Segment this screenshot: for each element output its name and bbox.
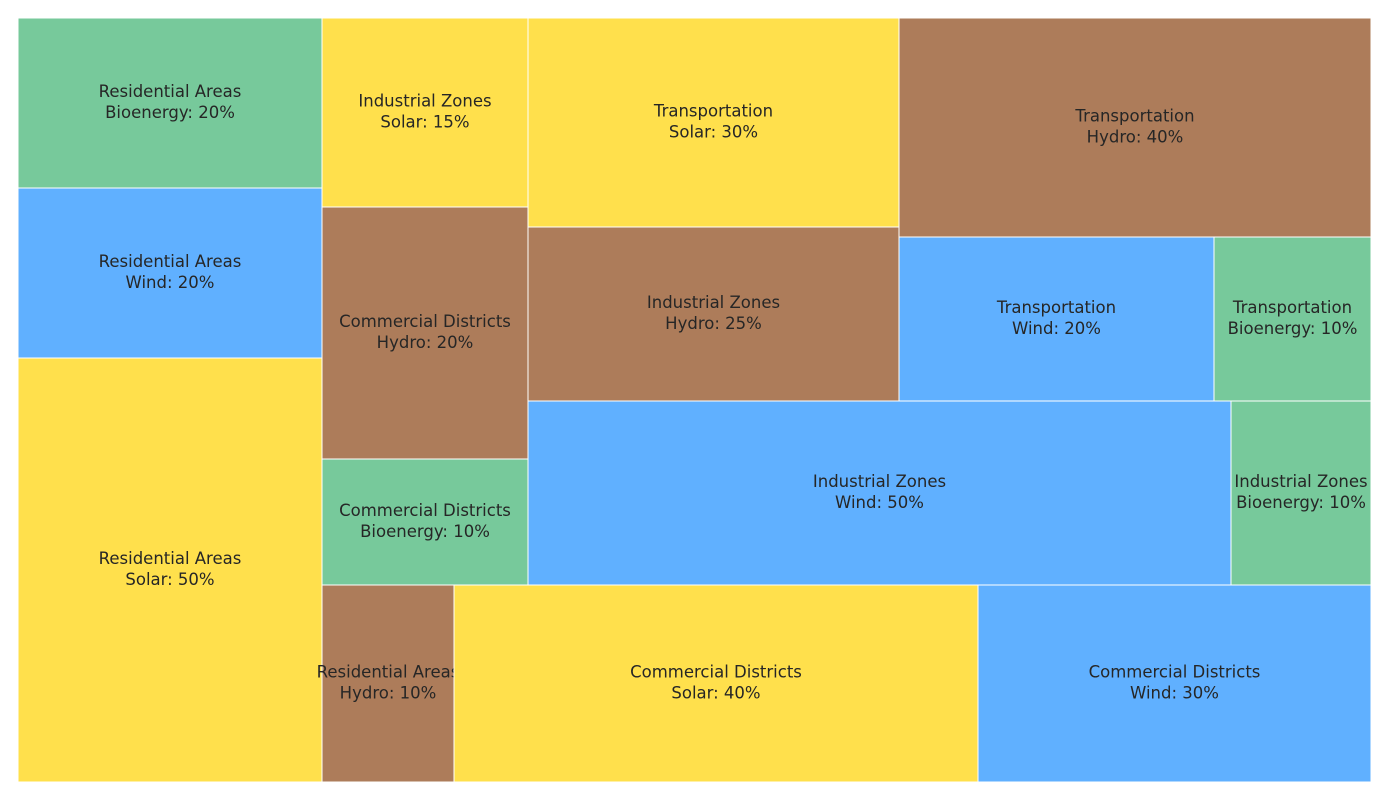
- treemap-label-value: Bioenergy: 10%: [360, 522, 490, 541]
- treemap-label-industrial-zones-hydro: Industrial Zones Hydro: 25%: [647, 293, 780, 333]
- treemap-cell-commercial-districts-wind: Commercial Districts Wind: 30%: [977, 584, 1372, 783]
- treemap-label-industrial-zones-bioenergy: Industrial Zones Bioenergy: 10%: [1234, 472, 1367, 512]
- treemap-label-sector: Commercial Districts: [1089, 663, 1261, 682]
- treemap-label-value: Hydro: 25%: [665, 314, 762, 333]
- treemap-label-sector: Transportation: [653, 102, 773, 121]
- treemap-label-sector: Transportation: [996, 298, 1116, 317]
- treemap-label-value: Bioenergy: 10%: [1236, 493, 1366, 512]
- treemap-label-sector: Transportation: [1232, 298, 1352, 317]
- treemap-label-value: Hydro: 20%: [377, 333, 474, 352]
- treemap-label-transportation-solar: Transportation Solar: 30%: [653, 102, 773, 142]
- treemap-rect-residential-areas-hydro: [321, 584, 455, 783]
- treemap-label-industrial-zones-wind: Industrial Zones Wind: 50%: [813, 472, 946, 512]
- treemap-rect-transportation-bioenergy: [1213, 236, 1372, 402]
- treemap-label-commercial-districts-wind: Commercial Districts Wind: 30%: [1089, 663, 1261, 703]
- treemap-label-sector: Transportation: [1074, 107, 1194, 126]
- treemap-cell-transportation-hydro: Transportation Hydro: 40%: [898, 17, 1372, 238]
- treemap-cell-transportation-solar: Transportation Solar: 30%: [527, 17, 900, 228]
- treemap-rect-industrial-zones-bioenergy: [1230, 400, 1372, 586]
- treemap-label-sector: Commercial Districts: [339, 312, 511, 331]
- treemap-label-residential-areas-wind: Residential Areas Wind: 20%: [99, 252, 242, 292]
- treemap-cell-industrial-zones-hydro: Industrial Zones Hydro: 25%: [527, 226, 900, 402]
- treemap-rect-commercial-districts-wind: [977, 584, 1372, 783]
- treemap-cell-transportation-wind: Transportation Wind: 20%: [898, 236, 1215, 402]
- treemap-label-sector: Industrial Zones: [647, 293, 780, 312]
- treemap-label-commercial-districts-bioenergy: Commercial Districts Bioenergy: 10%: [339, 501, 511, 541]
- treemap-label-sector: Residential Areas: [99, 549, 242, 568]
- treemap-label-commercial-districts-hydro: Commercial Districts Hydro: 20%: [339, 312, 511, 352]
- treemap-label-value: Solar: 15%: [380, 113, 469, 132]
- treemap-cell-industrial-zones-solar: Industrial Zones Solar: 15%: [321, 17, 529, 208]
- treemap-rect-residential-areas-bioenergy: [17, 17, 323, 189]
- treemap-label-value: Solar: 30%: [669, 123, 758, 142]
- treemap-label-value: Solar: 40%: [671, 684, 760, 703]
- treemap-label-sector: Residential Areas: [99, 252, 242, 271]
- treemap-rect-commercial-districts-bioenergy: [321, 458, 529, 586]
- treemap-label-transportation-wind: Transportation Wind: 20%: [996, 298, 1116, 338]
- treemap-label-sector: Commercial Districts: [630, 663, 802, 682]
- treemap-label-value: Solar: 50%: [125, 570, 214, 589]
- treemap-rect-transportation-wind: [898, 236, 1215, 402]
- treemap-label-industrial-zones-solar: Industrial Zones Solar: 15%: [358, 92, 491, 132]
- treemap-cell-transportation-bioenergy: Transportation Bioenergy: 10%: [1213, 236, 1372, 402]
- treemap-cell-industrial-zones-bioenergy: Industrial Zones Bioenergy: 10%: [1230, 400, 1372, 586]
- treemap-label-commercial-districts-solar: Commercial Districts Solar: 40%: [630, 663, 802, 703]
- treemap-label-transportation-bioenergy: Transportation Bioenergy: 10%: [1228, 298, 1358, 338]
- treemap-rect-commercial-districts-solar: [453, 584, 979, 783]
- treemap-cell-residential-areas-wind: Residential Areas Wind: 20%: [17, 187, 323, 359]
- treemap-label-residential-areas-bioenergy: Residential Areas Bioenergy: 20%: [99, 82, 242, 122]
- treemap-cell-commercial-districts-solar: Commercial Districts Solar: 40%: [453, 584, 979, 783]
- treemap-label-residential-areas-solar: Residential Areas Solar: 50%: [99, 549, 242, 589]
- treemap-label-value: Hydro: 40%: [1087, 128, 1184, 147]
- treemap-label-value: Wind: 20%: [1012, 319, 1101, 338]
- treemap-label-sector: Commercial Districts: [339, 501, 511, 520]
- treemap-rect-transportation-solar: [527, 17, 900, 228]
- treemap-label-transportation-hydro: Transportation Hydro: 40%: [1074, 107, 1194, 147]
- treemap-label-value: Hydro: 10%: [340, 684, 437, 703]
- treemap-label-value: Wind: 30%: [1130, 684, 1219, 703]
- treemap-label-sector: Residential Areas: [317, 663, 460, 682]
- treemap-cell-industrial-zones-wind: Industrial Zones Wind: 50%: [527, 400, 1232, 586]
- treemap-cell-residential-areas-bioenergy: Residential Areas Bioenergy: 20%: [17, 17, 323, 189]
- treemap-label-value: Wind: 20%: [126, 273, 215, 292]
- treemap-label-sector: Industrial Zones: [813, 472, 946, 491]
- treemap-rect-transportation-hydro: [898, 17, 1372, 238]
- treemap-cell-residential-areas-solar: Residential Areas Solar: 50%: [17, 357, 323, 783]
- treemap-rect-commercial-districts-hydro: [321, 206, 529, 460]
- treemap-label-value: Wind: 50%: [835, 493, 924, 512]
- treemap-label-sector: Industrial Zones: [358, 92, 491, 111]
- treemap-label-sector: Industrial Zones: [1234, 472, 1367, 491]
- treemap-rect-industrial-zones-solar: [321, 17, 529, 208]
- treemap-cell-residential-areas-hydro: Residential Areas Hydro: 10%: [317, 584, 460, 783]
- treemap-cell-commercial-districts-hydro: Commercial Districts Hydro: 20%: [321, 206, 529, 460]
- treemap-label-value: Bioenergy: 20%: [105, 103, 235, 122]
- treemap-label-value: Bioenergy: 10%: [1228, 319, 1358, 338]
- treemap-rect-residential-areas-solar: [17, 357, 323, 783]
- treemap-rect-industrial-zones-wind: [527, 400, 1232, 586]
- treemap-cell-commercial-districts-bioenergy: Commercial Districts Bioenergy: 10%: [321, 458, 529, 586]
- treemap-rect-industrial-zones-hydro: [527, 226, 900, 402]
- treemap-label-sector: Residential Areas: [99, 82, 242, 101]
- treemap-label-residential-areas-hydro: Residential Areas Hydro: 10%: [317, 663, 460, 703]
